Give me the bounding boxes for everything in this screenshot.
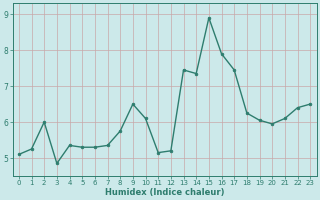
X-axis label: Humidex (Indice chaleur): Humidex (Indice chaleur) — [105, 188, 224, 197]
